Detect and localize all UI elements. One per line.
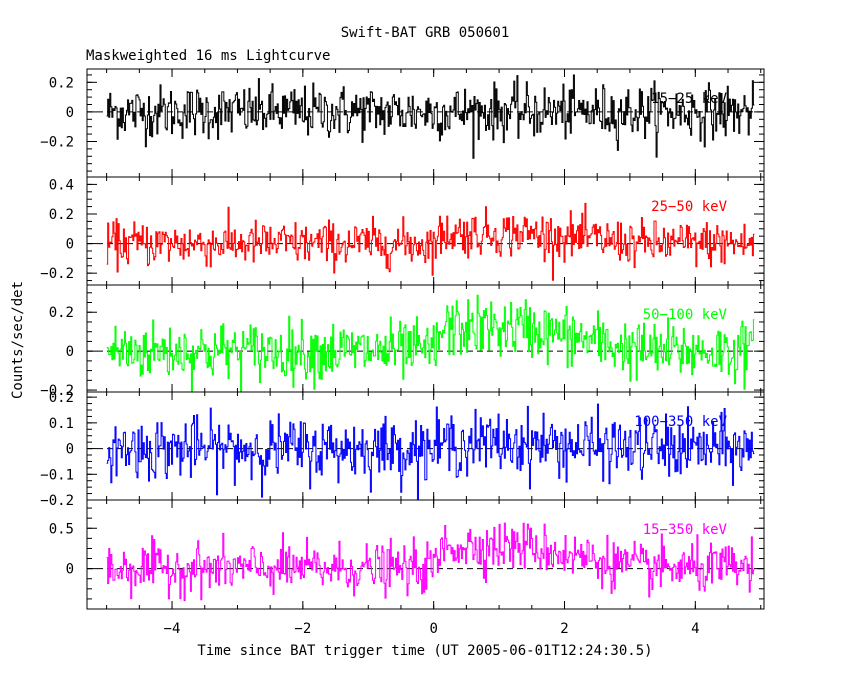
- series-label: 25−50 keV: [651, 199, 727, 215]
- panel-1: −0.2 0 0.2 15−25 keV: [40, 68, 765, 178]
- y-tick-label: 0.2: [49, 390, 74, 406]
- y-tick-label: −0.2: [40, 266, 74, 282]
- y-tick-label: −0.1: [40, 467, 74, 483]
- x-tick-label: −2: [294, 621, 311, 637]
- x-tick-label: 2: [560, 621, 568, 637]
- y-tick-label: 0.1: [49, 416, 74, 432]
- panel-5: 0 0.5 15−350 keV: [49, 499, 765, 610]
- series-line: [106, 522, 755, 602]
- series-label: 100−350 keV: [634, 414, 727, 430]
- panel-4: −0.2 −0.1 0 0.1 0.2 100−350 keV: [40, 390, 765, 509]
- y-tick-label: 0: [66, 105, 74, 121]
- chart-title: Swift-BAT GRB 050601: [341, 25, 510, 41]
- panel-frame: [86, 499, 765, 610]
- y-tick-label: 0.4: [49, 177, 74, 193]
- series-label: 50−100 keV: [643, 307, 728, 323]
- y-tick-label: 0.2: [49, 75, 74, 91]
- y-tick-label: 0: [66, 344, 74, 360]
- x-axis-label: Time since BAT trigger time (UT 2005-06-…: [197, 643, 652, 659]
- y-tick-label: 0: [66, 562, 74, 578]
- x-tick-label: −4: [164, 621, 181, 637]
- y-tick-label: 0.2: [49, 305, 74, 321]
- chart-subtitle: Maskweighted 16 ms Lightcurve: [86, 48, 330, 64]
- panel-frame: [86, 176, 765, 286]
- y-tick-label: 0.2: [49, 207, 74, 223]
- series-line: [106, 294, 755, 393]
- series-line: [106, 202, 755, 281]
- panel-3: −0.2 0 0.2 50−100 keV: [40, 284, 765, 399]
- y-tick-label: −0.2: [40, 383, 74, 399]
- y-tick-label: 0.5: [49, 521, 74, 537]
- series-line: [106, 403, 755, 501]
- series-label: 15−350 keV: [643, 522, 728, 538]
- series-label: 15−25 keV: [651, 91, 727, 107]
- panels-group: −0.200.215−25 keV−0.200.20.425−50 keV−0.…: [40, 68, 765, 637]
- y-tick-label: −0.2: [40, 134, 74, 150]
- y-tick-label: 0: [66, 237, 74, 253]
- y-tick-label: 0: [66, 442, 74, 458]
- x-tick-label: 0: [429, 621, 437, 637]
- y-tick-label: −0.2: [40, 493, 74, 509]
- y-axis-label: Counts/sec/det: [10, 281, 26, 399]
- panel-2: −0.2 0 0.2 0.4 25−50 keV: [40, 176, 765, 286]
- x-tick-label: 4: [691, 621, 699, 637]
- series-line: [106, 74, 755, 159]
